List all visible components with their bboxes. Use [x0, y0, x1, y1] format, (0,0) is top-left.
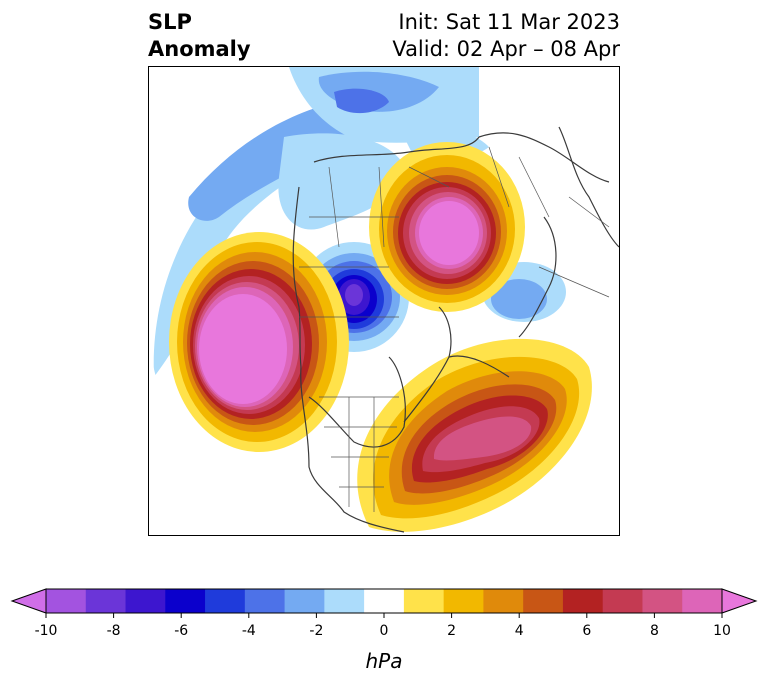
colorbar-tick-label: 4: [515, 623, 524, 639]
colorbar-bin: [443, 589, 484, 613]
colorbar-tick-label: -8: [107, 623, 121, 639]
anomaly-layer: [153, 67, 592, 532]
colorbar-bin: [403, 589, 445, 613]
coastlines: [292, 126, 619, 533]
colorbar-bin: [284, 589, 325, 613]
colorbar-tick-label: 0: [380, 623, 389, 639]
colorbar-tick-label: -10: [35, 623, 58, 639]
title-quantity: Anomaly: [148, 37, 251, 61]
colorbar-bin: [46, 589, 87, 613]
colorbar: -10 -8 -6 -4 -2 0 2 4 6 8 10 hPa: [10, 588, 758, 673]
colorbar-tick-label: 10: [713, 623, 731, 639]
colorbar-bin: [125, 589, 166, 613]
init-date: Init: Sat 11 Mar 2023: [398, 10, 620, 34]
colorbar-tick-label: 2: [447, 623, 456, 639]
title-left: SLP Anomaly: [148, 9, 251, 63]
positive-anomaly-atlantic: [357, 338, 592, 532]
map-canvas: [149, 67, 619, 535]
positive-anomaly-eurasia: [369, 142, 525, 312]
colorbar-bin: [483, 589, 524, 613]
colorbar-ticks: -10 -8 -6 -4 -2 0 2 4 6 8 10: [35, 613, 731, 639]
colorbar-bin: [244, 589, 286, 613]
colorbar-bin: [364, 589, 405, 613]
colorbar-tick-label: 6: [582, 623, 591, 639]
political-borders: [299, 146, 610, 512]
positive-anomaly-pacific: [169, 232, 349, 452]
colorbar-bin: [165, 589, 206, 613]
colorbar-bin: [682, 589, 723, 613]
colorbar-tick-label: -2: [309, 623, 323, 639]
colorbar-bin: [324, 589, 365, 613]
title-right: Init: Sat 11 Mar 2023 Valid: 02 Apr – 08…: [392, 9, 620, 63]
colorbar-extend-high: [721, 588, 758, 614]
colorbar-bin: [523, 589, 564, 613]
colorbar-extend-low: [10, 588, 47, 614]
colorbar-bin: [602, 589, 643, 613]
colorbar-bin: [562, 589, 604, 613]
colorbar-bin: [85, 589, 127, 613]
colorbar-tick-label: -6: [174, 623, 188, 639]
colorbar-bin: [205, 589, 246, 613]
colorbar-unit: hPa: [366, 649, 403, 673]
colorbar-bin: [642, 589, 683, 613]
map-panel: [148, 66, 620, 536]
colorbar-tick-label: 8: [650, 623, 659, 639]
valid-range: Valid: 02 Apr – 08 Apr: [392, 37, 620, 61]
colorbar-tick-label: -4: [242, 623, 256, 639]
colorbar-bins: [46, 589, 723, 613]
negative-anomaly-arc: [153, 67, 489, 378]
title-variable: SLP: [148, 10, 192, 34]
